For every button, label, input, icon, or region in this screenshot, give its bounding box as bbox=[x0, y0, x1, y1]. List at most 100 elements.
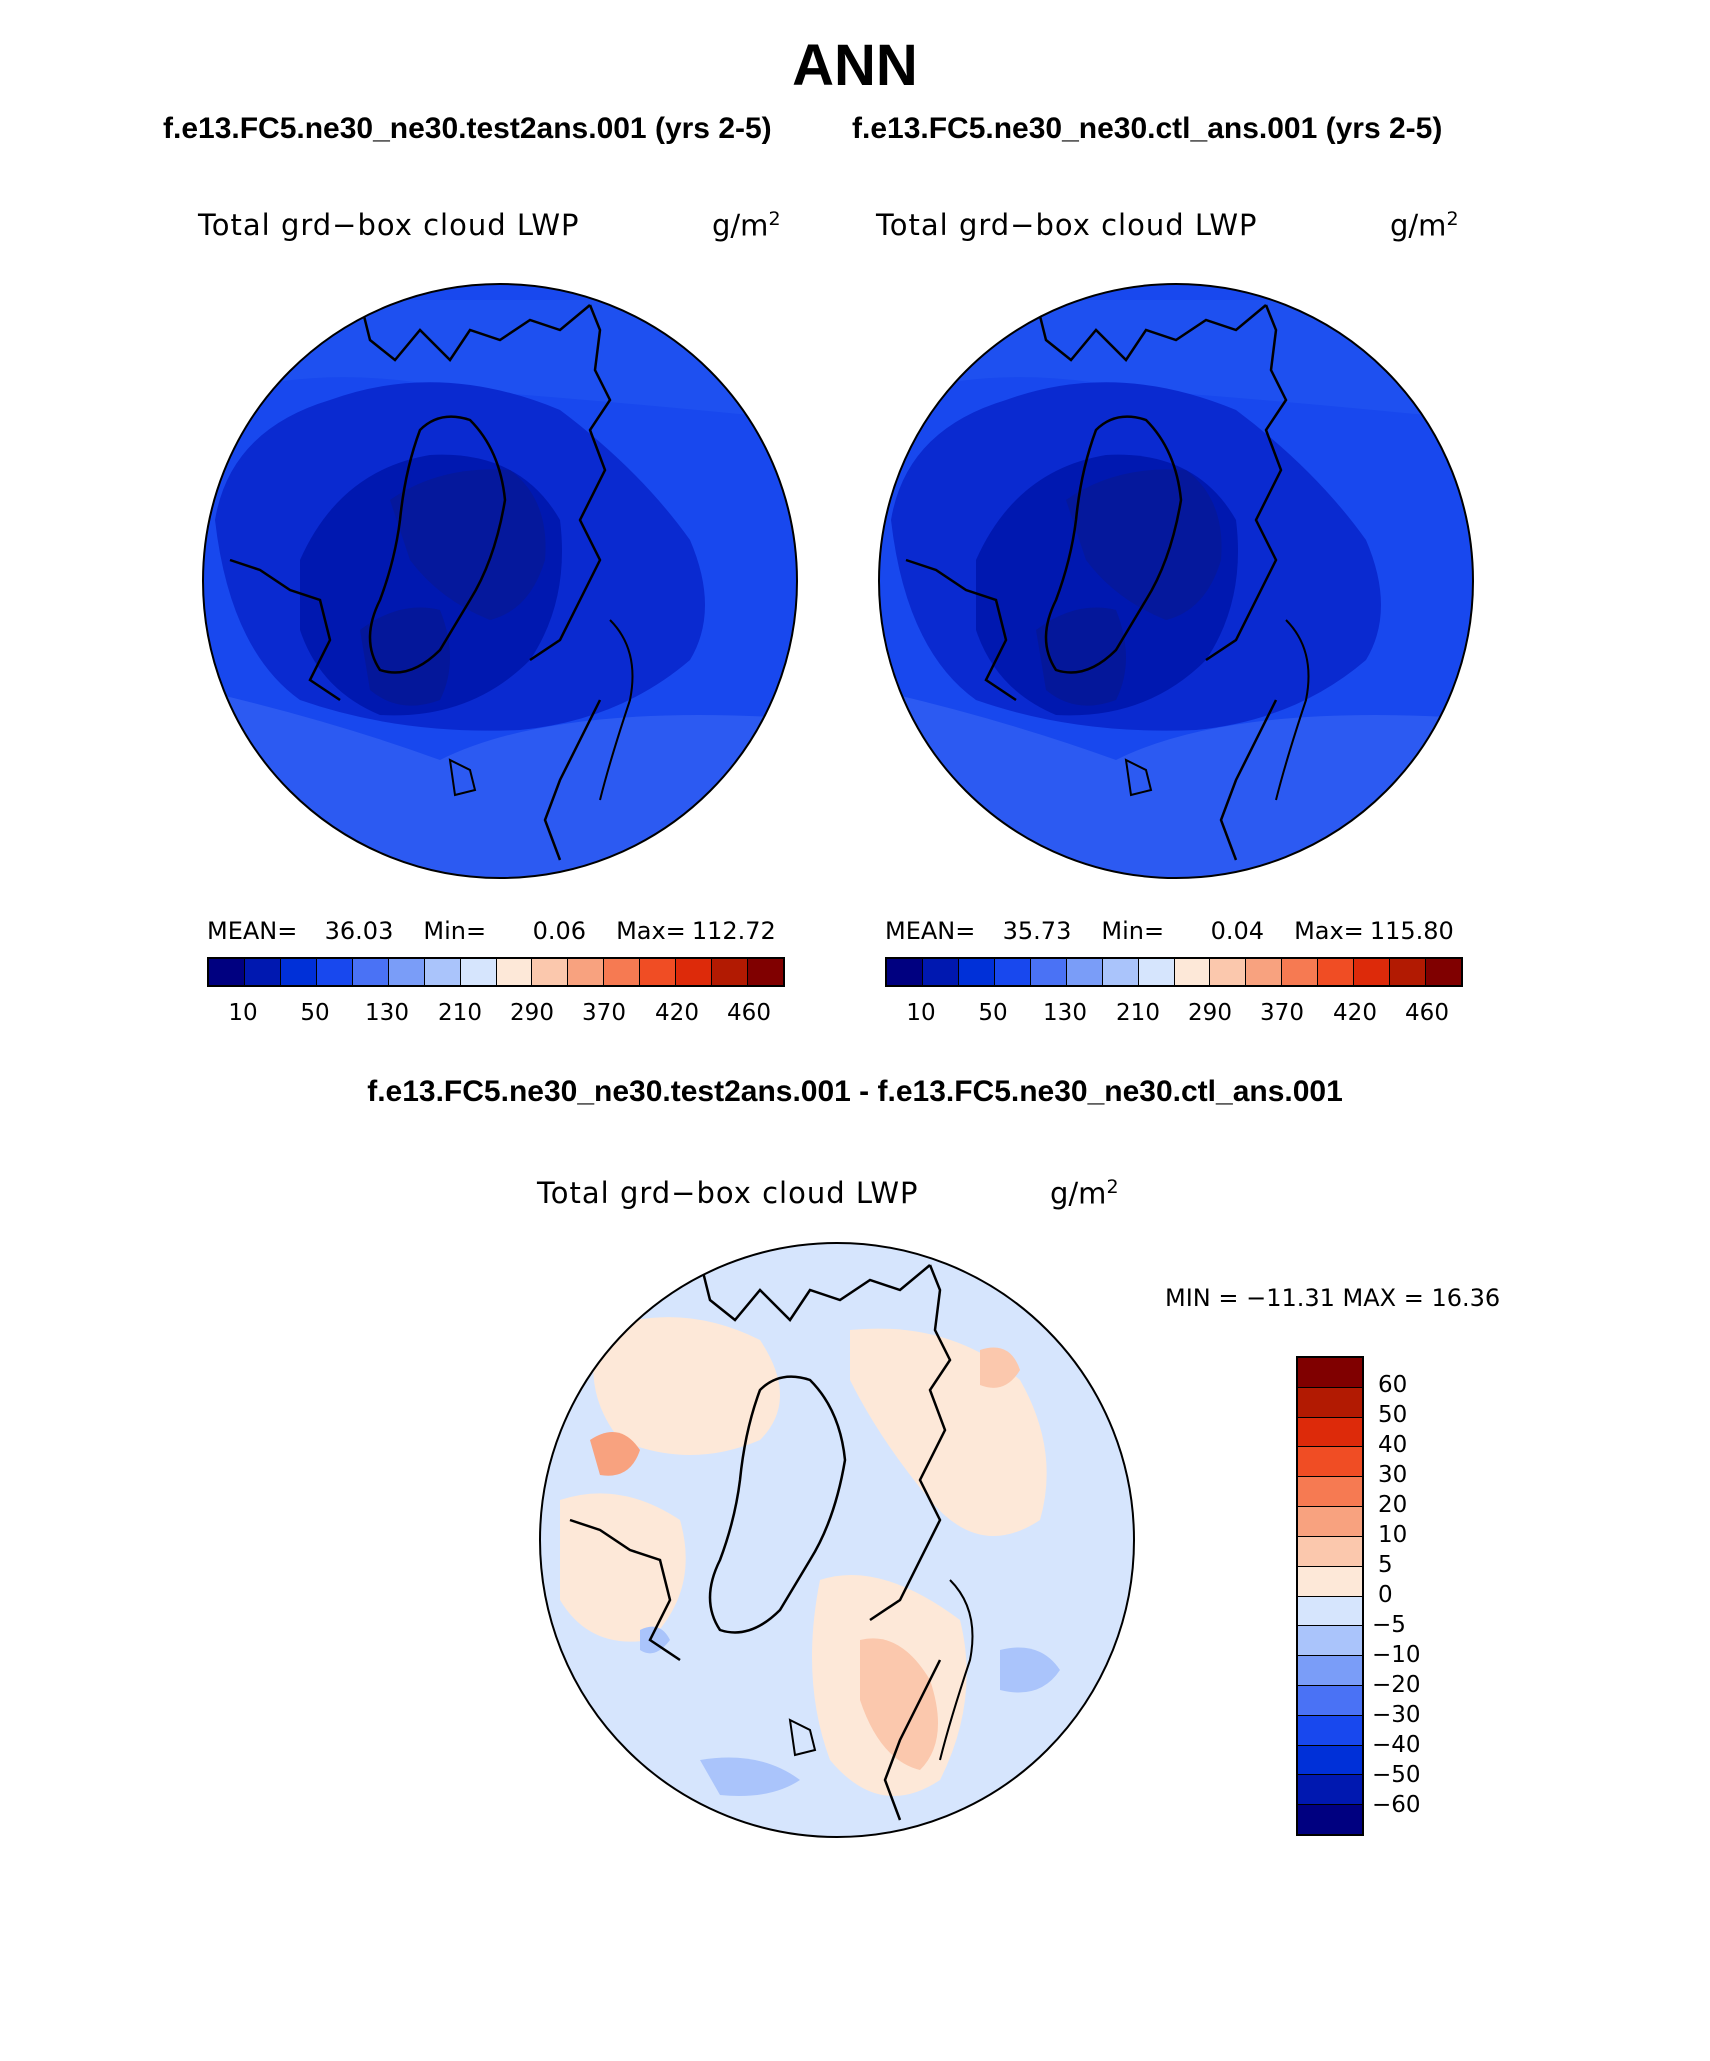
min-label-left: Min= bbox=[423, 917, 487, 945]
colorbar-left-tick: 290 bbox=[510, 1000, 554, 1026]
mean-value-left: 36.03 bbox=[324, 917, 394, 945]
colorbar-right bbox=[885, 957, 1463, 987]
colorbar-diff-tick: 40 bbox=[1378, 1432, 1408, 1458]
colorbar-diff-tick: −5 bbox=[1372, 1612, 1406, 1638]
colorbar-swatch bbox=[1101, 959, 1138, 985]
colorbar-swatch bbox=[243, 959, 280, 985]
colorbar-swatch bbox=[1298, 1386, 1362, 1417]
colorbar-diff-tick: 0 bbox=[1378, 1582, 1393, 1608]
diff-title: f.e13.FC5.ne30_ne30.test2ans.001 - f.e13… bbox=[367, 1075, 1343, 1108]
case-title-left: f.e13.FC5.ne30_ne30.test2ans.001 (yrs 2-… bbox=[163, 112, 772, 145]
colorbar-swatch bbox=[603, 959, 640, 985]
stats-left: MEAN= 36.03 Min= 0.06 Max= 112.72 bbox=[207, 917, 776, 945]
colorbar-diff-tick: 50 bbox=[1378, 1402, 1408, 1428]
colorbar-swatch bbox=[1137, 959, 1174, 985]
colorbar-swatch bbox=[459, 959, 496, 985]
colorbar-right-tick: 370 bbox=[1260, 1000, 1304, 1026]
colorbar-swatch bbox=[1298, 1358, 1362, 1387]
colorbar-swatch bbox=[711, 959, 748, 985]
page-title: ANN bbox=[792, 33, 918, 98]
colorbar-diff bbox=[1296, 1356, 1364, 1836]
colorbar-swatch bbox=[921, 959, 958, 985]
colorbar-swatch bbox=[675, 959, 712, 985]
colorbar-diff-tick: −40 bbox=[1372, 1732, 1421, 1758]
max-label-left: Max= bbox=[616, 917, 686, 945]
max-value-right: 115.80 bbox=[1369, 917, 1454, 945]
colorbar-swatch bbox=[1298, 1684, 1362, 1715]
colorbar-right-tick: 10 bbox=[906, 1000, 936, 1026]
colorbar-swatch bbox=[887, 959, 922, 985]
colorbar-swatch bbox=[351, 959, 388, 985]
colorbar-right-tick: 290 bbox=[1188, 1000, 1232, 1026]
colorbar-swatch bbox=[315, 959, 352, 985]
units-label-left: g/m2 bbox=[712, 208, 781, 243]
colorbar-swatch bbox=[1029, 959, 1066, 985]
colorbar-swatch bbox=[1353, 959, 1390, 985]
colorbar-swatch bbox=[1298, 1535, 1362, 1566]
colorbar-swatch bbox=[957, 959, 994, 985]
min-value-left: 0.06 bbox=[532, 917, 587, 945]
colorbar-left-tick: 10 bbox=[228, 1000, 258, 1026]
colorbar-diff-tick: −20 bbox=[1372, 1672, 1421, 1698]
units-label-diff: g/m2 bbox=[1050, 1176, 1119, 1211]
colorbar-swatch bbox=[1298, 1625, 1362, 1656]
colorbar-left-tick: 370 bbox=[582, 1000, 626, 1026]
colorbar-swatch bbox=[1298, 1744, 1362, 1775]
colorbar-left-tick: 50 bbox=[300, 1000, 330, 1026]
colorbar-swatch bbox=[1298, 1595, 1362, 1626]
colorbar-right-tick: 460 bbox=[1405, 1000, 1449, 1026]
colorbar-swatch bbox=[423, 959, 460, 985]
colorbar-diff-tick: 20 bbox=[1378, 1492, 1408, 1518]
colorbar-swatch bbox=[209, 959, 244, 985]
colorbar-swatch bbox=[1298, 1804, 1362, 1834]
colorbar-diff-tick: −30 bbox=[1372, 1702, 1421, 1728]
map-boundary-diff bbox=[539, 1242, 1135, 1838]
colorbar-diff-tick: −60 bbox=[1372, 1792, 1421, 1818]
colorbar-swatch bbox=[1281, 959, 1318, 985]
max-label-right: Max= bbox=[1294, 917, 1364, 945]
colorbar-swatch bbox=[1298, 1655, 1362, 1685]
colorbar-swatch bbox=[1245, 959, 1282, 985]
colorbar-swatch bbox=[1173, 959, 1210, 985]
colorbar-right-tick: 130 bbox=[1043, 1000, 1087, 1026]
max-value-left: 112.72 bbox=[691, 917, 776, 945]
colorbar-swatch bbox=[747, 959, 783, 985]
mean-label-right: MEAN= bbox=[885, 917, 976, 945]
colorbar-diff-tick: −50 bbox=[1372, 1762, 1421, 1788]
colorbar-diff-tick: 30 bbox=[1378, 1462, 1408, 1488]
colorbar-right-tick: 420 bbox=[1333, 1000, 1377, 1026]
colorbar-swatch bbox=[1425, 959, 1461, 985]
colorbar-left bbox=[207, 957, 785, 987]
units-label-right: g/m2 bbox=[1390, 208, 1459, 243]
colorbar-left-tick: 210 bbox=[438, 1000, 482, 1026]
colorbar-swatch bbox=[387, 959, 424, 985]
colorbar-diff-tick: 60 bbox=[1378, 1372, 1408, 1398]
colorbar-swatch bbox=[1298, 1446, 1362, 1477]
map-boundary-left bbox=[202, 283, 798, 879]
colorbar-swatch bbox=[531, 959, 568, 985]
colorbar-swatch bbox=[993, 959, 1030, 985]
colorbar-swatch bbox=[279, 959, 316, 985]
polar-map-left bbox=[203, 284, 797, 878]
polar-map-diff bbox=[540, 1243, 1134, 1837]
colorbar-swatch bbox=[1298, 1774, 1362, 1805]
colorbar-right-tick: 50 bbox=[978, 1000, 1008, 1026]
polar-map-right bbox=[879, 284, 1473, 878]
colorbar-swatch bbox=[1298, 1416, 1362, 1447]
mean-label-left: MEAN= bbox=[207, 917, 298, 945]
variable-label-diff: Total grd−box cloud LWP bbox=[537, 1176, 919, 1210]
colorbar-swatch bbox=[639, 959, 676, 985]
colorbar-diff-tick: 5 bbox=[1378, 1552, 1393, 1578]
colorbar-swatch bbox=[495, 959, 532, 985]
min-value-right: 0.04 bbox=[1210, 917, 1265, 945]
map-boundary-right bbox=[878, 283, 1474, 879]
colorbar-swatch bbox=[1298, 1714, 1362, 1745]
diff-minmax: MIN = −11.31 MAX = 16.36 bbox=[1165, 1284, 1501, 1312]
colorbar-swatch bbox=[1209, 959, 1246, 985]
colorbar-right-tick: 210 bbox=[1116, 1000, 1160, 1026]
case-title-right: f.e13.FC5.ne30_ne30.ctl_ans.001 (yrs 2-5… bbox=[852, 112, 1443, 145]
variable-label-right: Total grd−box cloud LWP bbox=[876, 208, 1258, 242]
min-label-right: Min= bbox=[1101, 917, 1165, 945]
colorbar-swatch bbox=[567, 959, 604, 985]
